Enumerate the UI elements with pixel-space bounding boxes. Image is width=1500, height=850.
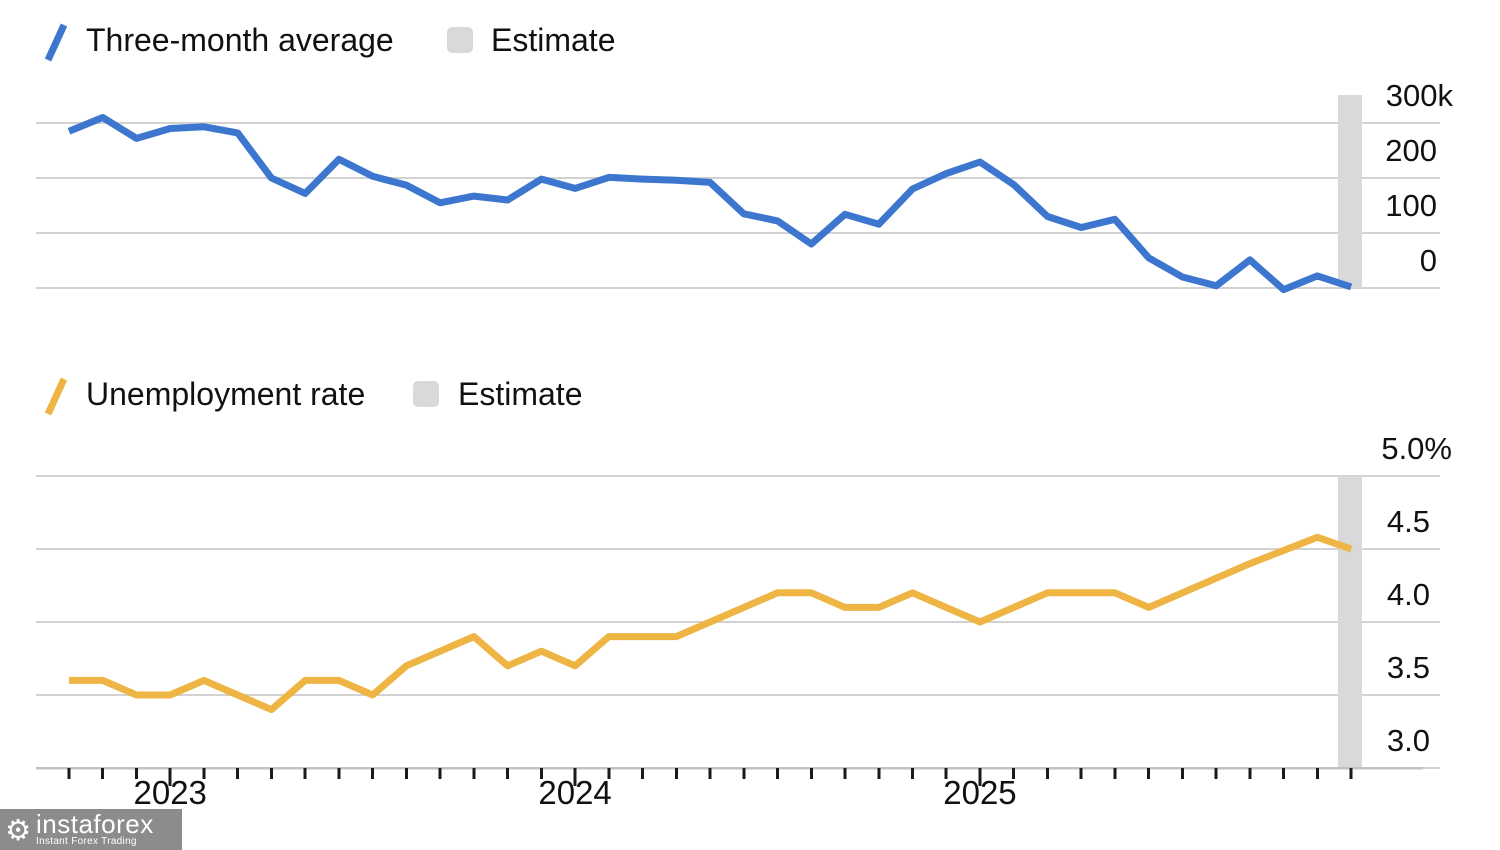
- estimate-bar: [1338, 95, 1362, 288]
- unemployment-rate-y-tick-label: 4.5: [1386, 504, 1430, 539]
- instaforex-gear-icon: ⚙: [5, 812, 31, 847]
- instaforex-brand-text: instaforex: [36, 809, 154, 839]
- estimate-label-unemployment: Estimate: [458, 376, 583, 412]
- instaforex-logo: ⚙ instaforex Instant Forex Trading: [0, 809, 182, 850]
- unemployment-rate-line: [69, 533, 1353, 714]
- instaforex-tagline: Instant Forex Trading: [36, 836, 137, 847]
- estimate-swatch-unemployment: [413, 381, 439, 407]
- payrolls-series-label: Three-month average: [86, 22, 394, 58]
- payrolls-three-month-average-y-tick-label: 200: [1385, 133, 1437, 168]
- payrolls-three-month-average-y-tick-label: 0: [1419, 243, 1437, 278]
- payrolls-three-month-average-y-tick-label: 100: [1385, 188, 1437, 223]
- payrolls-three-month-average-y-tick-label: 300k: [1385, 78, 1453, 113]
- unemployment-rate-y-tick-label: 5.0%: [1381, 431, 1452, 466]
- payrolls-line-swatch-icon: [44, 23, 68, 62]
- unemployment-rate-y-tick-label: 3.5: [1386, 650, 1430, 685]
- payrolls-three-month-average-line: [67, 114, 1353, 294]
- x-axis-year-label: 2023: [133, 774, 207, 811]
- unemployment-rate-y-tick-label: 3.0: [1386, 723, 1430, 758]
- unemployment-series-label: Unemployment rate: [86, 376, 366, 412]
- estimate-bar: [1338, 476, 1362, 768]
- x-axis-year-label: 2025: [943, 774, 1017, 811]
- estimate-swatch-payrolls: [447, 27, 473, 53]
- unemployment-rate-y-tick-label: 4.0: [1386, 577, 1430, 612]
- x-axis-year-label: 2024: [538, 774, 612, 811]
- unemployment-line-swatch-icon: [44, 377, 68, 416]
- estimate-label-payrolls: Estimate: [491, 22, 616, 58]
